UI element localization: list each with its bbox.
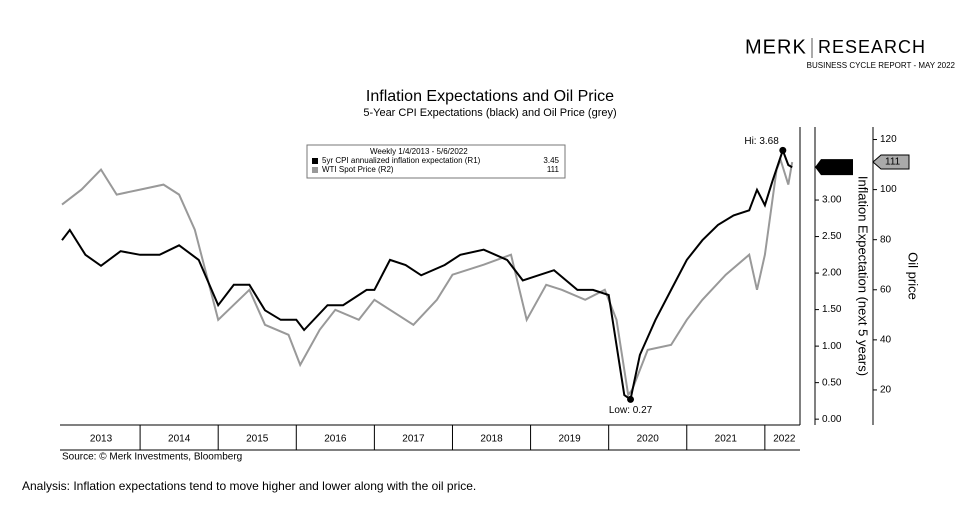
brand: MERK — [745, 36, 807, 58]
analysis: Analysis: Inflation expectations tend to… — [22, 479, 476, 493]
y-axis-title: Inflation Expectation (next 5 years) — [856, 176, 871, 376]
legend-value: 111 — [547, 165, 560, 174]
x-tick-label: 2017 — [402, 434, 425, 445]
annotation-label: Low: 0.27 — [609, 405, 653, 416]
x-tick-label: 2013 — [90, 434, 113, 445]
source: Source: © Merk Investments, Bloomberg — [62, 452, 242, 463]
chart-subtitle: 5-Year CPI Expectations (black) and Oil … — [363, 107, 616, 119]
y-tick-label: 3.00 — [822, 195, 842, 206]
y-tick-label: 0.00 — [822, 414, 842, 425]
y-tick-label: 2.00 — [822, 268, 842, 279]
legend-title: Weekly 1/4/2013 - 5/6/2022 — [370, 147, 468, 156]
division: RESEARCH — [818, 37, 926, 57]
x-tick-label: 2021 — [715, 434, 738, 445]
value-badge — [815, 159, 853, 176]
x-tick-label: 2014 — [168, 434, 191, 445]
legend-label: 5yr CPI annualized inflation expectation… — [322, 156, 481, 165]
x-tick-label: 2020 — [637, 434, 660, 445]
y2-tick-label: 80 — [880, 234, 892, 245]
series-line — [61, 147, 793, 402]
x-tick-label: 2015 — [246, 434, 269, 445]
y2-tick-label: 60 — [880, 284, 892, 295]
annotation-dot — [779, 146, 787, 154]
x-tick-label: 2016 — [324, 434, 347, 445]
y-tick-label: 0.50 — [822, 377, 842, 388]
legend-value: 3.45 — [543, 156, 559, 165]
value-badge — [872, 154, 910, 170]
y2-tick-label: 100 — [880, 184, 897, 195]
badge-label: 3.45 — [824, 162, 844, 173]
report: BUSINESS CYCLE REPORT - MAY 2022 — [807, 61, 956, 70]
y2-axis-title: Oil price — [906, 252, 921, 300]
legend-label: WTI Spot Price (R2) — [322, 165, 394, 174]
x-tick-label: 2022 — [773, 434, 796, 445]
y2-tick-label: 20 — [880, 385, 892, 396]
legend-box — [306, 144, 566, 179]
chart-title: Inflation Expectations and Oil Price — [366, 88, 614, 105]
annotation-label: Hi: 3.68 — [744, 136, 779, 147]
series-line — [61, 156, 794, 398]
y2-tick-label: 120 — [880, 134, 897, 145]
legend-swatch — [312, 158, 318, 164]
y-tick-label: 2.50 — [822, 231, 842, 242]
badge-label: 111 — [885, 157, 901, 168]
y-tick-label: 1.50 — [822, 304, 842, 315]
y-tick-label: 1.00 — [822, 341, 842, 352]
x-tick-label: 2018 — [480, 434, 503, 445]
x-tick-label: 2019 — [558, 434, 581, 445]
y2-tick-label: 40 — [880, 334, 892, 345]
legend-swatch — [312, 167, 318, 173]
annotation-dot — [627, 395, 635, 403]
